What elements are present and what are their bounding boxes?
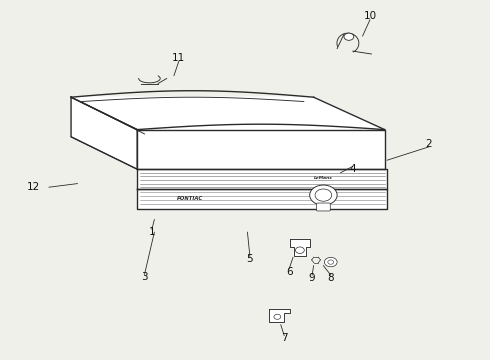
Text: 1: 1 bbox=[148, 227, 155, 237]
Text: 10: 10 bbox=[364, 11, 376, 21]
Circle shape bbox=[324, 257, 337, 267]
Text: 3: 3 bbox=[141, 272, 148, 282]
Text: 8: 8 bbox=[327, 273, 334, 283]
Text: 12: 12 bbox=[26, 182, 40, 192]
Polygon shape bbox=[137, 169, 387, 189]
Polygon shape bbox=[71, 97, 385, 130]
Text: PONTIAC: PONTIAC bbox=[176, 195, 203, 201]
FancyBboxPatch shape bbox=[317, 203, 330, 211]
Text: 4: 4 bbox=[349, 164, 356, 174]
Polygon shape bbox=[290, 239, 310, 256]
Polygon shape bbox=[137, 189, 387, 209]
Text: 2: 2 bbox=[425, 139, 432, 149]
Text: 9: 9 bbox=[309, 273, 316, 283]
Polygon shape bbox=[269, 309, 290, 322]
Circle shape bbox=[310, 185, 337, 205]
Text: LeMans: LeMans bbox=[314, 176, 333, 180]
Text: 5: 5 bbox=[246, 254, 253, 264]
Polygon shape bbox=[71, 97, 137, 169]
Circle shape bbox=[344, 33, 354, 40]
Text: 7: 7 bbox=[281, 333, 288, 343]
Text: 11: 11 bbox=[172, 53, 186, 63]
Text: 6: 6 bbox=[286, 267, 293, 277]
Polygon shape bbox=[137, 130, 385, 169]
